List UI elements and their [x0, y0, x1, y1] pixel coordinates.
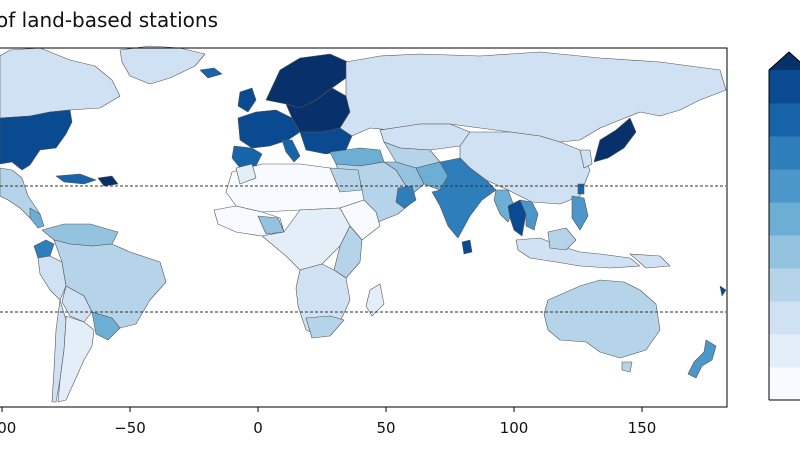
region-malaysia-indonesia: [515, 237, 641, 269]
colorbar-segment: [769, 103, 800, 137]
colorbar-segment: [769, 235, 800, 269]
region-argentina: [57, 315, 95, 403]
region-eastern-europe: [299, 127, 353, 155]
region-uruguay-south-brazil: [91, 311, 121, 341]
region-iran: [383, 161, 425, 197]
region-pacific-islands: [719, 285, 727, 297]
region-south-africa: [305, 315, 345, 339]
region-iberia: [231, 145, 263, 169]
colorbar-segment: [769, 169, 800, 203]
region-cuba: [55, 173, 97, 185]
region-korea: [579, 149, 593, 169]
region-caribbean: [97, 175, 119, 187]
region-vietnam-laos: [519, 199, 539, 231]
region-australia: [543, 279, 661, 359]
region-sri-lanka: [461, 239, 473, 255]
region-uk: [237, 87, 257, 113]
region-madagascar: [365, 283, 385, 317]
region-peru: [37, 255, 67, 301]
colorbar-segment: [769, 202, 800, 236]
region-russia: [339, 51, 727, 143]
colorbar: [768, 51, 800, 401]
region-philippines: [571, 195, 589, 231]
colorbar-segment: [769, 334, 800, 368]
region-greenland: [119, 45, 206, 85]
region-japan: [593, 117, 637, 163]
colorbar-outline: [768, 51, 800, 401]
x-tick-label: 0: [253, 419, 263, 437]
region-canada: [0, 47, 121, 119]
region-papua: [629, 253, 671, 269]
colorbar-segment: [769, 367, 800, 401]
x-tick-label: 100: [500, 419, 529, 437]
x-tick-label: −50: [114, 419, 146, 437]
colorbar-segment: [769, 268, 800, 302]
colorbar-segment: [769, 70, 800, 104]
region-tasmania: [621, 361, 633, 373]
region-myanmar: [493, 189, 515, 223]
region-usa: [0, 109, 73, 171]
region-ecuador: [33, 239, 55, 259]
region-oman-uae: [395, 185, 417, 209]
region-morocco: [235, 163, 257, 185]
region-western-europe: [237, 109, 301, 149]
map-title: of land-based stations: [0, 8, 219, 32]
region-italy: [281, 139, 301, 163]
x-axis-ticks: 100 −50 0 50 100 150: [0, 407, 656, 437]
colorbar-segment: [769, 136, 800, 170]
region-central-america: [29, 207, 45, 229]
region-iceland: [199, 67, 223, 79]
x-tick-label: 150: [628, 419, 657, 437]
x-tick-label: 50: [376, 419, 395, 437]
region-new-zealand: [687, 339, 717, 379]
x-tick-label: 100: [0, 419, 16, 437]
region-india: [431, 157, 497, 239]
land-regions: [0, 45, 727, 403]
map-frame: [0, 47, 728, 408]
colorbar-extend-max: [769, 52, 800, 70]
colorbar-segment: [769, 301, 800, 335]
region-colombia-venezuela: [41, 223, 119, 247]
region-borneo: [547, 227, 577, 251]
